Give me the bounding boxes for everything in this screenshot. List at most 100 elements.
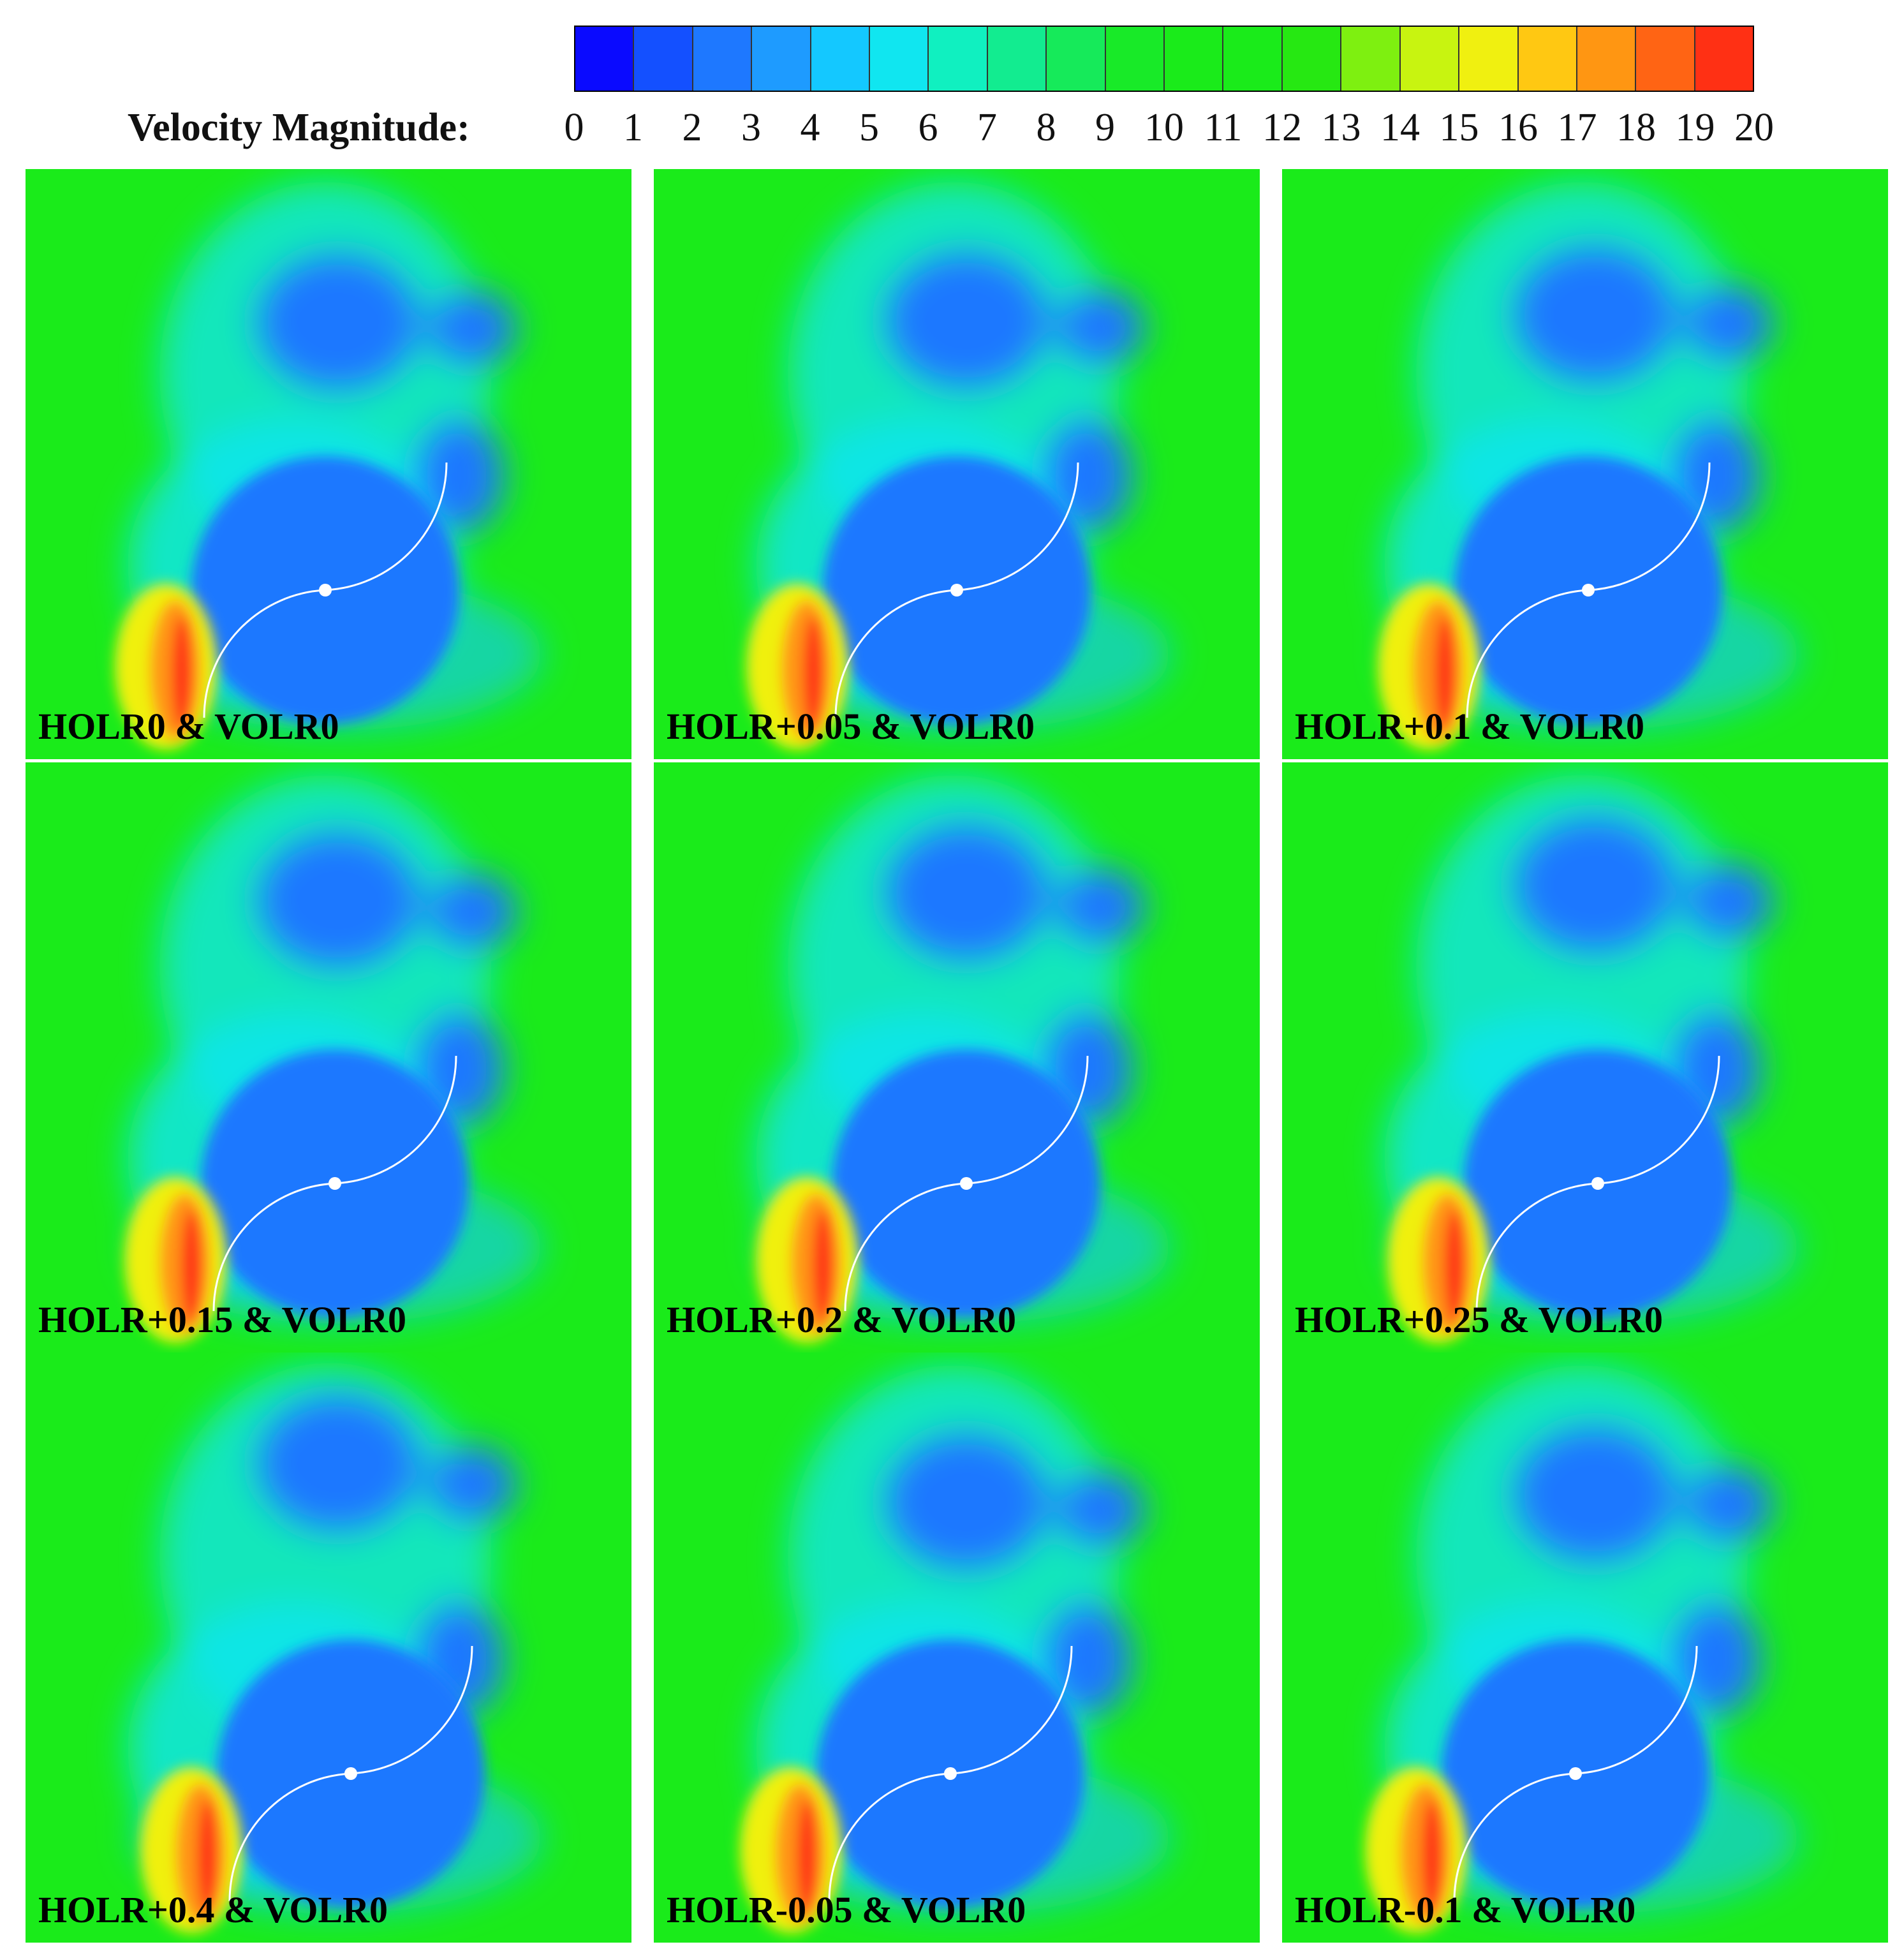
legend-color-segment (1165, 27, 1224, 91)
contour-panel-6: HOLR+0.25 & VOLR0 (1282, 762, 1888, 1352)
stagnation-zone (1378, 584, 1480, 750)
vortex-core (1684, 285, 1773, 362)
high-velocity-band (172, 616, 192, 730)
stagnation-zone (756, 1177, 858, 1343)
vortex-core (255, 252, 421, 392)
flow-field-plot (26, 1352, 631, 1943)
rotor-shaft (1569, 1767, 1582, 1780)
legend-tick-label: 4 (800, 106, 820, 149)
vortex-core (1043, 418, 1132, 533)
contour-panel-8: HOLR-0.05 & VOLR0 (654, 1352, 1260, 1943)
panel-label: HOLR+0.1 & VOLR0 (1295, 706, 1645, 747)
legend-tick-label: 15 (1439, 106, 1479, 149)
rotor-shaft (319, 584, 332, 597)
vortex-core (427, 290, 517, 367)
vortex-core (1056, 289, 1145, 366)
legend-color-segment (634, 27, 693, 91)
panel-label: HOLR+0.4 & VOLR0 (38, 1889, 388, 1930)
vortex-core (1684, 1466, 1773, 1543)
contour-panel-1: HOLR0 & VOLR0 (26, 169, 631, 759)
legend-tick-label: 1 (623, 106, 643, 149)
high-velocity-band (813, 1209, 833, 1324)
rotor-shaft (1582, 584, 1595, 597)
panel-label: HOLR0 & VOLR0 (38, 706, 339, 747)
vortex-core (255, 1393, 421, 1534)
rotor-shaft (1591, 1177, 1604, 1190)
rotor-shaft (944, 1767, 957, 1780)
stagnation-zone (746, 584, 848, 750)
vortex-core (1684, 863, 1773, 940)
rotor-blade (334, 1055, 457, 1185)
legend-tick-label: 18 (1616, 106, 1656, 149)
legend-color-segment (575, 27, 635, 91)
legend-tick-label: 8 (1036, 106, 1056, 149)
rotor-shaft (950, 584, 963, 597)
vortex-core (1512, 244, 1678, 385)
legend-tick-label: 11 (1204, 106, 1243, 149)
rotor-blade (1588, 462, 1711, 591)
vortex-core (883, 250, 1049, 390)
panel-label: HOLR+0.25 & VOLR0 (1295, 1299, 1664, 1340)
vortex-core (883, 1432, 1049, 1572)
legend-color-segment (1518, 27, 1577, 91)
flow-field-plot (654, 762, 1260, 1352)
rotor-shaft (344, 1767, 357, 1780)
legend-tick-label: 17 (1557, 106, 1597, 149)
vortex-core (883, 822, 1049, 963)
panel-label: HOLR-0.1 & VOLR0 (1295, 1889, 1636, 1930)
rotor-shaft (328, 1177, 341, 1190)
stagnation-zone (140, 1767, 242, 1933)
legend-tick-label: 10 (1144, 106, 1184, 149)
high-velocity-band (1444, 1209, 1465, 1324)
flow-field-plot (1282, 169, 1888, 759)
legend-tick-label: 19 (1675, 106, 1715, 149)
rotor-blade (325, 462, 448, 591)
rotor-blade (350, 1645, 473, 1775)
legend-tick-label: 2 (682, 106, 702, 149)
rotor-blade (834, 589, 957, 718)
vortex-core (1056, 1471, 1145, 1548)
rotor-blade (1597, 1055, 1720, 1185)
vortex-core (427, 873, 517, 950)
legend-color-segment (1400, 27, 1460, 91)
rotor-blade (203, 589, 326, 718)
flow-field-plot (654, 1352, 1260, 1943)
high-velocity-band (1435, 616, 1455, 730)
legend-color-segment (1047, 27, 1106, 91)
stagnation-zone (740, 1767, 842, 1933)
panel-label: HOLR+0.05 & VOLR0 (667, 706, 1035, 747)
legend-color-segment (811, 27, 871, 91)
contour-panel-7: HOLR+0.4 & VOLR0 (26, 1352, 631, 1943)
rotor-blade (950, 1645, 1073, 1775)
rotor-blade (1466, 589, 1589, 718)
rotor-blade (844, 1182, 967, 1312)
rotor-blade (1453, 1772, 1576, 1902)
vortex-core (1512, 1424, 1678, 1564)
panel-label: HOLR+0.2 & VOLR0 (667, 1299, 1017, 1340)
legend-tick-label: 7 (977, 106, 997, 149)
stagnation-zone (1365, 1767, 1467, 1933)
high-velocity-band (1422, 1799, 1442, 1914)
flow-field-plot (654, 169, 1260, 759)
vortex-core (427, 1446, 517, 1522)
legend-color-segment (1577, 27, 1637, 91)
flow-field-plot (1282, 762, 1888, 1352)
panel-label: HOLR+0.15 & VOLR0 (38, 1299, 407, 1340)
legend-color-segment (1636, 27, 1695, 91)
flow-field-plot (26, 169, 631, 759)
high-velocity-band (197, 1799, 218, 1914)
vortex-core (1056, 868, 1145, 945)
rotor-blade (1575, 1645, 1698, 1775)
high-velocity-band (181, 1209, 202, 1324)
legend-title: Velocity Magnitude: (128, 106, 470, 149)
contour-panel-2: HOLR+0.05 & VOLR0 (654, 169, 1260, 759)
legend-color-segment (870, 27, 929, 91)
legend-tick-label: 20 (1734, 106, 1774, 149)
rotor-blade (228, 1772, 351, 1902)
legend-color-segment (1105, 27, 1165, 91)
rotor-blade (212, 1182, 336, 1312)
legend-color-segment (1695, 27, 1753, 91)
panel-label: HOLR-0.05 & VOLR0 (667, 1889, 1026, 1930)
legend-tick-label: 14 (1380, 106, 1420, 149)
legend-tick-label: 9 (1095, 106, 1115, 149)
